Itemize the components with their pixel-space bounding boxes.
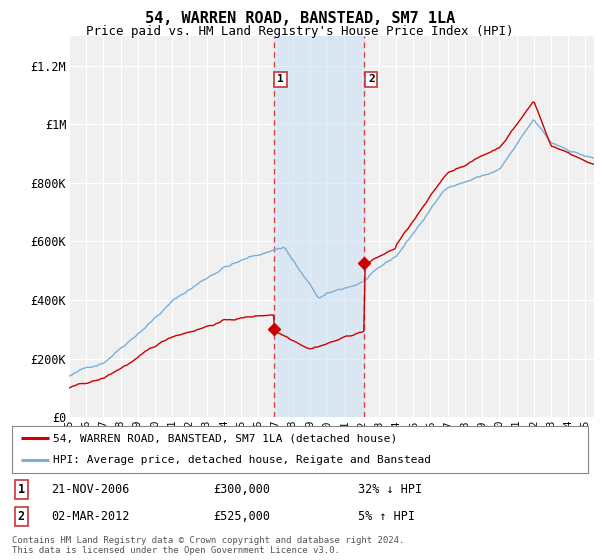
Text: 2: 2 — [368, 74, 374, 85]
Text: Contains HM Land Registry data © Crown copyright and database right 2024.
This d: Contains HM Land Registry data © Crown c… — [12, 536, 404, 556]
Text: 54, WARREN ROAD, BANSTEAD, SM7 1LA: 54, WARREN ROAD, BANSTEAD, SM7 1LA — [145, 11, 455, 26]
Text: 02-MAR-2012: 02-MAR-2012 — [51, 510, 130, 523]
Text: HPI: Average price, detached house, Reigate and Banstead: HPI: Average price, detached house, Reig… — [53, 455, 431, 465]
Text: 2: 2 — [18, 510, 25, 523]
Text: 54, WARREN ROAD, BANSTEAD, SM7 1LA (detached house): 54, WARREN ROAD, BANSTEAD, SM7 1LA (deta… — [53, 433, 398, 444]
Text: 1: 1 — [277, 74, 284, 85]
Bar — [274, 36, 364, 417]
Text: Price paid vs. HM Land Registry's House Price Index (HPI): Price paid vs. HM Land Registry's House … — [86, 25, 514, 38]
Text: 32% ↓ HPI: 32% ↓ HPI — [358, 483, 422, 496]
Text: 21-NOV-2006: 21-NOV-2006 — [51, 483, 130, 496]
Text: 5% ↑ HPI: 5% ↑ HPI — [358, 510, 415, 523]
Text: 1: 1 — [18, 483, 25, 496]
Text: £300,000: £300,000 — [214, 483, 271, 496]
Text: £525,000: £525,000 — [214, 510, 271, 523]
